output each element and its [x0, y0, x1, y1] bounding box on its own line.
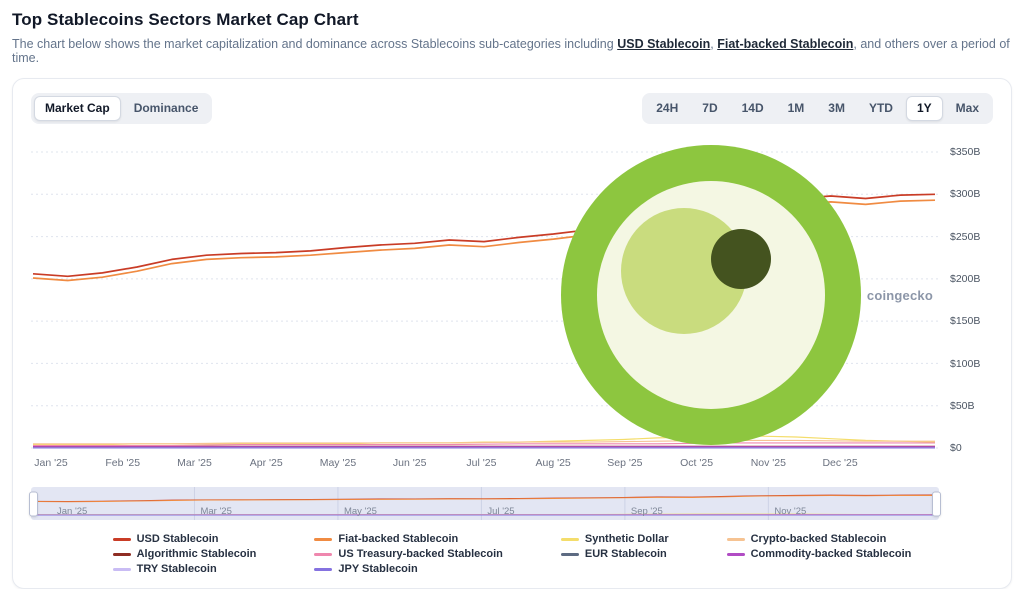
- metric-tab-dominance[interactable]: Dominance: [123, 96, 210, 121]
- x-axis-label: Nov '25: [751, 457, 786, 469]
- x-axis-label: Mar '25: [177, 457, 212, 469]
- chart-legend: USD Stablecoin Fiat-backed Stablecoin Synt…: [31, 533, 993, 575]
- legend-label: Algorithmic Stablecoin: [137, 548, 257, 560]
- legend-swatch-us-treasury-backed-stablecoin: [314, 553, 332, 556]
- legend-label: Fiat-backed Stablecoin: [338, 533, 458, 545]
- range-tab-7d[interactable]: 7D: [691, 96, 728, 121]
- legend-label: Crypto-backed Stablecoin: [751, 533, 887, 545]
- plot-area: coingecko: [31, 136, 939, 454]
- navigator-handle-left[interactable]: [29, 491, 38, 516]
- legend-swatch-fiat-backed-stablecoin: [314, 538, 332, 541]
- x-axis: Jan '25 Feb '25 Mar '25 Apr '25 May '25 Jun '…: [31, 457, 939, 475]
- metric-tab-market-cap[interactable]: Market Cap: [34, 96, 121, 121]
- legend-swatch-algorithmic-stablecoin: [113, 553, 131, 556]
- legend-label: US Treasury-backed Stablecoin: [338, 548, 502, 560]
- watermark-label: coingecko: [867, 288, 933, 303]
- x-axis-label: Sep '25: [607, 457, 642, 469]
- chart-area: coingecko $0 $50B $100B $150B $200B $250B $300…: [31, 136, 993, 454]
- y-axis-label: $50B: [950, 400, 975, 412]
- legend-label: USD Stablecoin: [137, 533, 219, 545]
- legend-label: TRY Stablecoin: [137, 563, 217, 575]
- x-axis-label: Aug '25: [535, 457, 570, 469]
- page-title: Top Stablecoins Sectors Market Cap Chart: [12, 10, 1012, 30]
- x-axis-label: Apr '25: [250, 457, 283, 469]
- legend-item-algorithmic-stablecoin[interactable]: Algorithmic Stablecoin: [113, 548, 257, 560]
- range-tab-14d[interactable]: 14D: [731, 96, 775, 121]
- legend-item-crypto-backed-stablecoin[interactable]: Crypto-backed Stablecoin: [727, 533, 912, 545]
- legend-item-eur-stablecoin[interactable]: EUR Stablecoin: [561, 548, 669, 560]
- navigator-mini-chart: [31, 487, 939, 520]
- y-axis-label: $100B: [950, 358, 980, 370]
- legend-item-fiat-backed-stablecoin[interactable]: Fiat-backed Stablecoin: [314, 533, 502, 545]
- x-axis-label: Jul '25: [466, 457, 496, 469]
- legend-swatch-try-stablecoin: [113, 568, 131, 571]
- coingecko-watermark: coingecko: [561, 145, 933, 445]
- x-axis-label: May '25: [320, 457, 356, 469]
- x-axis-label: Dec '25: [822, 457, 857, 469]
- legend-item-try-stablecoin[interactable]: TRY Stablecoin: [113, 563, 257, 575]
- subtitle-text: The chart below shows the market capital…: [12, 37, 617, 51]
- legend-item-synthetic-dollar[interactable]: Synthetic Dollar: [561, 533, 669, 545]
- y-axis-label: $300B: [950, 188, 980, 200]
- legend-label: JPY Stablecoin: [338, 563, 417, 575]
- fiat-backed-stablecoin-link[interactable]: Fiat-backed Stablecoin: [717, 37, 853, 51]
- range-tab-1y[interactable]: 1Y: [906, 96, 943, 121]
- range-tab-max[interactable]: Max: [945, 96, 990, 121]
- legend-label: Commodity-backed Stablecoin: [751, 548, 912, 560]
- legend-item-us-treasury-backed-stablecoin[interactable]: US Treasury-backed Stablecoin: [314, 548, 502, 560]
- legend-label: EUR Stablecoin: [585, 548, 667, 560]
- legend-swatch-eur-stablecoin: [561, 553, 579, 556]
- legend-label: Synthetic Dollar: [585, 533, 669, 545]
- y-axis-label: $0: [950, 442, 962, 454]
- navigator-handle-right[interactable]: [932, 491, 941, 516]
- range-tab-24h[interactable]: 24H: [645, 96, 689, 121]
- x-axis-label: Jun '25: [393, 457, 427, 469]
- y-axis-label: $350B: [950, 146, 980, 158]
- range-tab-3m[interactable]: 3M: [817, 96, 856, 121]
- y-axis: $0 $50B $100B $150B $200B $250B $300B $350B: [939, 136, 993, 454]
- legend-item-usd-stablecoin[interactable]: USD Stablecoin: [113, 533, 257, 545]
- legend-swatch-usd-stablecoin: [113, 538, 131, 541]
- legend-swatch-crypto-backed-stablecoin: [727, 538, 745, 541]
- y-axis-label: $250B: [950, 231, 980, 243]
- x-axis-label: Jan '25: [34, 457, 68, 469]
- legend-swatch-synthetic-dollar: [561, 538, 579, 541]
- x-axis-label: Oct '25: [680, 457, 713, 469]
- coingecko-logo-icon: [561, 145, 861, 445]
- legend-swatch-commodity-backed-stablecoin: [727, 553, 745, 556]
- page-subtitle: The chart below shows the market capital…: [12, 37, 1012, 65]
- range-tab-ytd[interactable]: YTD: [858, 96, 904, 121]
- y-axis-label: $200B: [950, 273, 980, 285]
- y-axis-label: $150B: [950, 315, 980, 327]
- range-tab-1m[interactable]: 1M: [777, 96, 816, 121]
- legend-item-jpy-stablecoin[interactable]: JPY Stablecoin: [314, 563, 502, 575]
- x-axis-label: Feb '25: [105, 457, 140, 469]
- usd-stablecoin-link[interactable]: USD Stablecoin: [617, 37, 710, 51]
- legend-item-commodity-backed-stablecoin[interactable]: Commodity-backed Stablecoin: [727, 548, 912, 560]
- legend-swatch-jpy-stablecoin: [314, 568, 332, 571]
